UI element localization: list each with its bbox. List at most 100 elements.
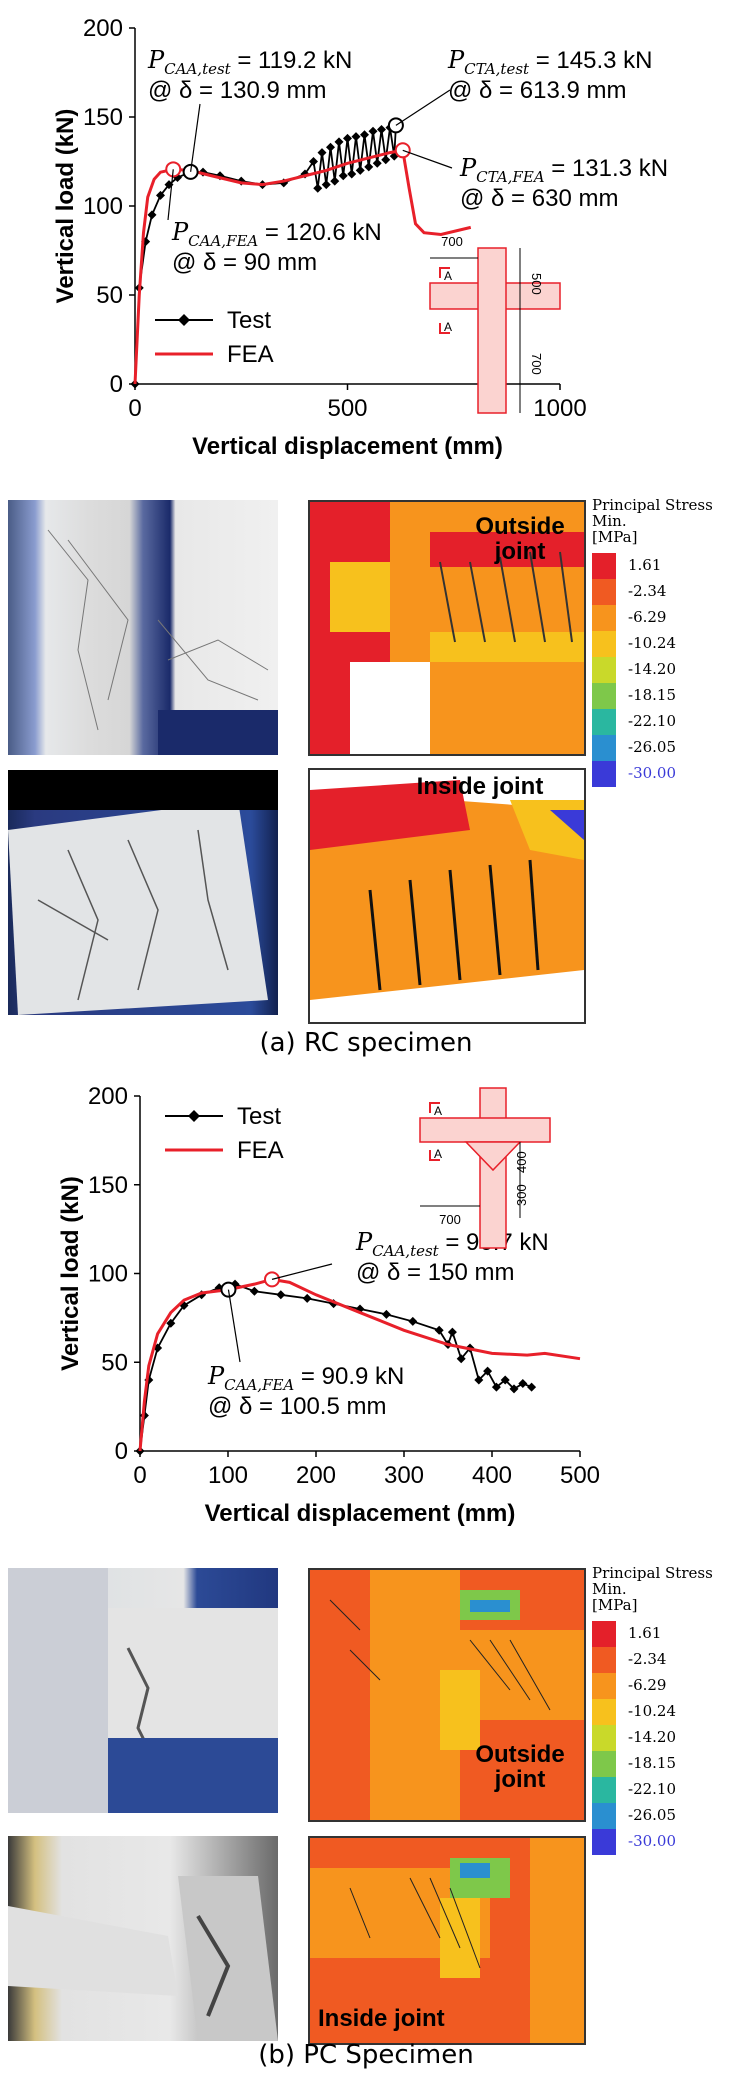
rc-legend-title-1: Principal Stress — [592, 496, 713, 514]
rc-x-tick-label: 0 — [128, 395, 141, 422]
pc-series-test-point — [434, 1325, 444, 1335]
pc-annotation-marker — [264, 1271, 280, 1288]
pc-legend-marker — [188, 1110, 200, 1122]
rc-schematic-section-label: A — [444, 320, 452, 334]
pc-series-test-point — [491, 1382, 501, 1392]
pc-legend-value: -26.05 — [628, 1806, 677, 1825]
rc-series-test-point — [338, 171, 348, 181]
pc-legend-row: -18.15 — [592, 1751, 732, 1778]
rc-annotation-line2: @ δ = 90 mm — [172, 249, 317, 276]
pc-legend-value: -14.20 — [628, 1728, 677, 1747]
rc-series-test-point — [147, 210, 157, 220]
pc-series-test-point — [500, 1375, 510, 1385]
rc-annotation-line2: @ δ = 613.9 mm — [448, 77, 626, 104]
pc-legend-value: -10.24 — [628, 1702, 677, 1721]
pc-x-tick-label: 200 — [296, 1462, 336, 1489]
rc-legend-swatch — [592, 553, 616, 580]
rc-legend-swatch — [592, 657, 616, 684]
rc-series-test-point — [377, 124, 386, 134]
pc-schematic-beam — [419, 1117, 551, 1143]
pc-annotation-leader — [227, 1289, 241, 1363]
pc-schematic-dim-label: 300 — [514, 1184, 529, 1206]
pc-y-tick-label: 0 — [115, 1438, 128, 1465]
pc-schematic-section-label: A — [434, 1147, 442, 1161]
rc-x-axis-label: Vertical displacement (mm) — [192, 433, 503, 460]
pc-schematic-dim-label: 400 — [514, 1151, 529, 1173]
pc-legend-row: -10.24 — [592, 1699, 732, 1726]
pc-legend-value: -30.00 — [628, 1832, 677, 1851]
rc-series-test-point — [351, 132, 361, 142]
pc-series-test-point — [527, 1382, 537, 1392]
rc-annotation-line2: @ δ = 130.9 mm — [148, 77, 326, 104]
rc-legend-value: -14.20 — [628, 660, 677, 679]
rc-annotation-line2: @ δ = 630 mm — [460, 185, 618, 212]
pc-x-tick-label: 300 — [384, 1462, 424, 1489]
rc-y-tick-label: 200 — [83, 15, 123, 42]
rc-legend-value: 1.61 — [628, 556, 662, 575]
rc-test-photo-outside — [8, 500, 278, 755]
rc-schematic-dim-label: 500 — [529, 273, 544, 295]
rc-schematic-section-label: A — [444, 269, 452, 283]
rc-legend-label-fea: FEA — [227, 341, 274, 368]
rc-legend-row: -26.05 — [592, 735, 732, 762]
pc-legend-label-fea: FEA — [237, 1137, 284, 1164]
rc-legend-label-test: Test — [227, 307, 271, 334]
rc-legend-title-2: Min. — [592, 511, 627, 530]
rc-series-test-point — [156, 190, 165, 200]
rc-chart: 0 50 100 150 200 0 500 1000 Vertical displacemen… — [52, 15, 668, 460]
pc-fea-outside-label: Outside joint — [475, 1741, 565, 1794]
rc-legend-swatch — [592, 761, 616, 788]
rc-series-test-point — [330, 176, 340, 186]
pc-annotation-leader — [271, 1263, 333, 1280]
pc-y-tick-label: 100 — [88, 1261, 128, 1288]
rc-y-tick-label: 100 — [83, 193, 123, 220]
pc-test-photo-inside — [8, 1836, 278, 2041]
rc-series-test-point — [326, 142, 335, 152]
rc-series-test-point — [355, 165, 365, 175]
rc-legend-title-3: [MPa] — [592, 527, 638, 546]
rc-schematic-dim-label: 700 — [441, 234, 463, 249]
pc-legend-swatch — [592, 1673, 616, 1700]
rc-series-test-point — [343, 133, 352, 143]
pc-legend-row: 1.61 — [592, 1621, 732, 1648]
rc-legend-row: -14.20 — [592, 657, 732, 684]
rc-annotation-label: PCAA,test = 119.2 kN — [147, 46, 352, 78]
pc-y-axis-label: Vertical load (kN) — [57, 1176, 84, 1371]
pc-legend-swatch — [592, 1621, 616, 1648]
pc-series-test-point — [483, 1366, 493, 1376]
rc-y-tick-label: 150 — [83, 104, 123, 131]
rc-legend-value: -26.05 — [628, 738, 677, 757]
rc-fea-inside-label: Inside joint — [416, 773, 544, 800]
rc-y-tick-label: 0 — [110, 371, 123, 398]
rc-schematic-column — [477, 247, 507, 414]
rc-legend-row: -6.29 — [592, 605, 732, 632]
rc-schematic-section-mark — [439, 323, 450, 334]
pc-chart: 0 50 100 150 200 0 100 200 300 400 500 Vertical dis… — [57, 1083, 600, 1527]
pc-series-test-point — [230, 1279, 240, 1289]
rc-stress-legend: Principal Stress Min. [MPa] 1.61 -2.34 -6.… — [592, 496, 732, 788]
rc-series-test-point — [321, 180, 331, 190]
pc-legend-value: 1.61 — [628, 1624, 662, 1643]
pc-series-test-point — [509, 1384, 519, 1394]
pc-schematic-section-label: A — [434, 1104, 442, 1118]
pc-stress-legend: Principal Stress Min. [MPa] 1.61 -2.34 -6.… — [592, 1565, 732, 1856]
pc-fea-outside: Outside joint — [308, 1568, 586, 1822]
pc-legend-swatch — [592, 1803, 616, 1830]
rc-legend-value: -2.34 — [628, 582, 667, 601]
pc-legend-title-3: [MPa] — [592, 1595, 638, 1614]
rc-y-axis-label: Vertical load (kN) — [52, 109, 79, 304]
pc-legend-swatch — [592, 1699, 616, 1726]
rc-legend-marker — [178, 314, 190, 326]
rc-annotation-label: PCTA,test = 145.3 kN — [447, 46, 652, 78]
rc-series-test-point — [368, 126, 378, 136]
rc-fea-outside: Outside joint — [308, 500, 586, 756]
pc-series-test-point — [474, 1375, 484, 1385]
rc-legend-value: -30.00 — [628, 764, 677, 783]
rc-series-test-point — [372, 158, 382, 168]
pc-schematic-section-mark — [429, 1102, 440, 1113]
pc-legend-row: -2.34 — [592, 1647, 732, 1674]
pc-series-test-point — [302, 1293, 312, 1303]
rc-series-fea-line — [133, 148, 472, 385]
pc-legend-swatch — [592, 1647, 616, 1674]
rc-legend-value: -6.29 — [628, 608, 667, 627]
